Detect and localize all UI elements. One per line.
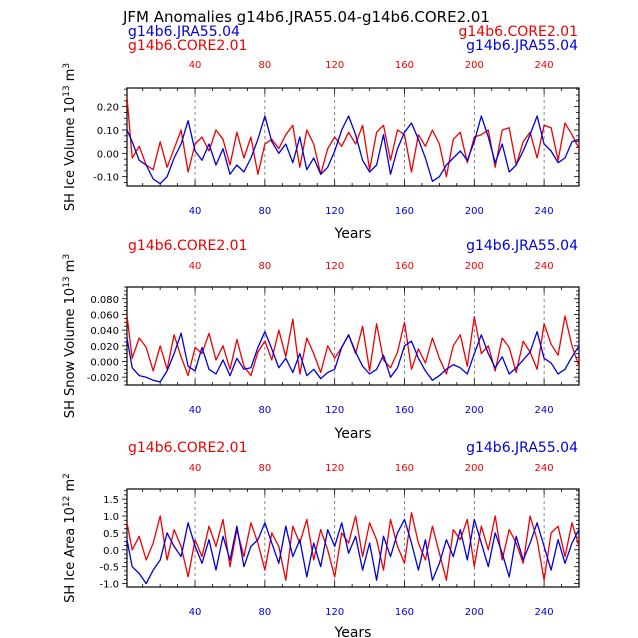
figure-title: JFM Anomalies g14b6.JRA55.04-g14b6.CORE2… <box>122 8 490 26</box>
y-tick-label: 1.0 <box>103 512 119 523</box>
legend-jra: g14b6.JRA55.04 <box>466 38 578 54</box>
series-line-jra <box>127 331 579 383</box>
y-tick-label: 0.20 <box>97 103 119 114</box>
x-axis-label: Years <box>334 426 372 442</box>
x-bottom-tick-label: 80 <box>259 607 272 618</box>
y-axis-label: SH Ice Area 1012 m2 <box>62 473 78 603</box>
x-top-tick-label: 240 <box>535 60 554 71</box>
y-axis-label-unit-power: 3 <box>62 254 72 260</box>
y-tick-label: -1.0 <box>99 580 119 591</box>
y-tick-label: -0.020 <box>87 373 119 384</box>
y-axis-label-unit-power: 3 <box>62 63 72 69</box>
x-top-tick-label: 40 <box>189 60 202 71</box>
legend-core: g14b6.CORE2.01 <box>128 38 248 54</box>
y-axis-label-unit-power: 2 <box>62 473 72 479</box>
x-top-tick-label: 240 <box>535 261 554 272</box>
x-bottom-tick-label: 120 <box>325 206 344 217</box>
panel-3: -1.0 -0.5 0.0 0.5 1.0 1.5 40 40 80 80 120 120 160 160… <box>62 440 580 638</box>
x-bottom-tick-label: 240 <box>535 206 554 217</box>
x-top-tick-label: 200 <box>465 261 484 272</box>
x-bottom-tick-label: 40 <box>189 607 202 618</box>
x-top-tick-label: 120 <box>325 463 344 474</box>
y-tick-label: -0.5 <box>99 563 119 574</box>
y-tick-label: 0.080 <box>90 295 119 306</box>
y-axis-label-power: 12 <box>62 496 72 507</box>
series-line-core <box>127 97 579 178</box>
x-bottom-tick-label: 160 <box>395 607 414 618</box>
x-bottom-tick-label: 40 <box>189 206 202 217</box>
series-line-jra <box>127 518 579 585</box>
panel-2: -0.020 0.000 0.020 0.040 0.060 0.080 40 40 80 80 1… <box>62 238 580 442</box>
y-tick-label: -0.10 <box>93 173 119 184</box>
x-top-tick-label: 160 <box>395 463 414 474</box>
x-top-tick-label: 80 <box>259 463 272 474</box>
x-bottom-tick-label: 80 <box>259 206 272 217</box>
y-tick-label: 1.5 <box>103 495 119 506</box>
y-axis-label: SH Ice Volume 1013 m3 <box>62 63 78 211</box>
plot-frame <box>126 488 580 588</box>
plot-frame <box>126 286 580 386</box>
x-top-tick-label: 120 <box>325 261 344 272</box>
y-axis-label-unit: m <box>63 69 78 86</box>
legend-jra: g14b6.JRA55.04 <box>466 440 578 456</box>
x-top-tick-label: 40 <box>189 463 202 474</box>
y-tick-label: 0.0 <box>103 546 119 557</box>
x-bottom-tick-label: 240 <box>535 405 554 416</box>
y-tick-label: 0.040 <box>90 326 119 337</box>
x-bottom-tick-label: 200 <box>465 607 484 618</box>
legend-core: g14b6.CORE2.01 <box>128 238 248 254</box>
x-axis-label: Years <box>334 625 372 638</box>
x-top-tick-label: 40 <box>189 261 202 272</box>
panels: -0.10 0.00 0.10 0.20 40 40 80 80 120 120 160 160 200… <box>62 24 580 638</box>
plot-frame <box>126 87 580 187</box>
x-top-tick-label: 120 <box>325 60 344 71</box>
y-axis-label-text: SH Snow Volume 10 <box>63 288 78 418</box>
y-axis-label-text: SH Ice Volume 10 <box>63 97 78 211</box>
series-line-jra <box>127 115 579 185</box>
x-top-tick-label: 80 <box>259 261 272 272</box>
y-tick-label: 0.020 <box>90 342 119 353</box>
y-tick-label: 0.00 <box>97 149 119 160</box>
legend-core: g14b6.CORE2.01 <box>459 24 579 40</box>
legend-core: g14b6.CORE2.01 <box>128 440 248 456</box>
x-top-tick-label: 200 <box>465 463 484 474</box>
legend-jra: g14b6.JRA55.04 <box>128 24 240 40</box>
x-bottom-tick-label: 200 <box>465 206 484 217</box>
x-bottom-tick-label: 80 <box>259 405 272 416</box>
y-axis-label-power: 13 <box>62 276 72 287</box>
x-bottom-tick-label: 160 <box>395 206 414 217</box>
y-axis-label: SH Snow Volume 1013 m3 <box>62 254 78 418</box>
y-axis-label-power: 13 <box>62 85 72 96</box>
x-bottom-tick-label: 40 <box>189 405 202 416</box>
y-tick-label: 0.060 <box>90 310 119 321</box>
x-bottom-tick-label: 120 <box>325 405 344 416</box>
x-top-tick-label: 240 <box>535 463 554 474</box>
x-top-tick-label: 80 <box>259 60 272 71</box>
y-tick-label: 0.5 <box>103 529 119 540</box>
y-tick-label: 0.000 <box>90 357 119 368</box>
y-tick-label: 0.10 <box>97 126 119 137</box>
x-axis-label: Years <box>334 226 372 242</box>
panel-1: -0.10 0.00 0.10 0.20 40 40 80 80 120 120 160 160 200… <box>62 24 580 242</box>
x-bottom-tick-label: 200 <box>465 405 484 416</box>
x-bottom-tick-label: 160 <box>395 405 414 416</box>
y-axis-label-unit: m <box>63 479 78 496</box>
x-top-tick-label: 200 <box>465 60 484 71</box>
x-top-tick-label: 160 <box>395 60 414 71</box>
x-bottom-tick-label: 240 <box>535 607 554 618</box>
y-axis-label-text: SH Ice Area 10 <box>63 507 78 603</box>
legend-jra: g14b6.JRA55.04 <box>466 238 578 254</box>
x-bottom-tick-label: 120 <box>325 607 344 618</box>
y-axis-label-unit: m <box>63 260 78 277</box>
x-top-tick-label: 160 <box>395 261 414 272</box>
